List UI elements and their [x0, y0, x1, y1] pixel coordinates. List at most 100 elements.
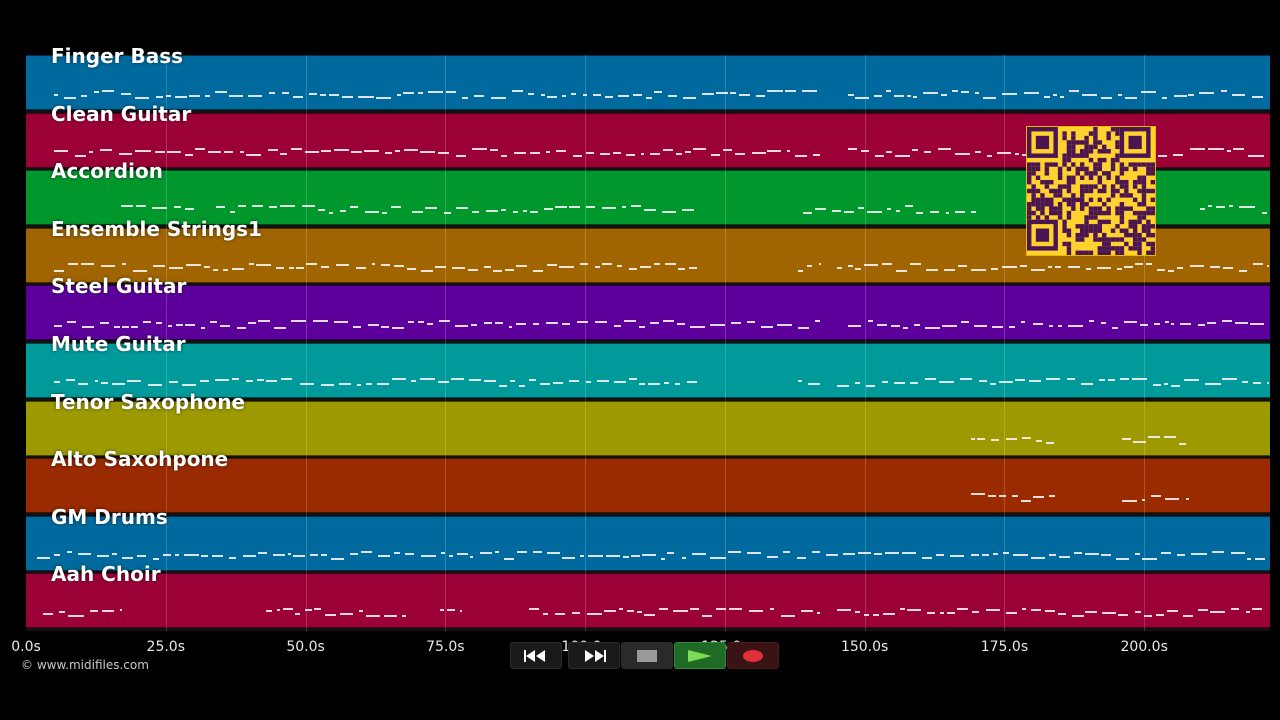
note	[101, 90, 115, 92]
note	[1001, 93, 1018, 95]
note	[970, 437, 975, 440]
note	[876, 324, 887, 327]
rewind-button[interactable]	[510, 642, 562, 669]
note	[121, 93, 132, 95]
note	[683, 97, 696, 99]
note	[266, 380, 277, 382]
note	[653, 91, 663, 93]
play-button[interactable]	[674, 642, 726, 669]
track-lane[interactable]	[26, 400, 1270, 456]
note	[959, 378, 973, 380]
note	[438, 320, 450, 323]
note	[321, 553, 327, 556]
note	[533, 550, 543, 553]
note	[991, 326, 1003, 329]
note	[848, 264, 853, 267]
note	[203, 265, 210, 268]
note	[970, 493, 986, 496]
note	[784, 90, 797, 92]
note	[561, 95, 566, 97]
note	[340, 613, 353, 616]
note	[649, 152, 660, 155]
note	[93, 91, 99, 93]
note	[1046, 378, 1061, 380]
note	[331, 557, 344, 560]
track-lane[interactable]	[26, 343, 1270, 398]
note	[168, 325, 173, 328]
note	[1189, 147, 1206, 150]
note	[662, 320, 675, 323]
note	[831, 210, 841, 213]
track-lane[interactable]	[26, 573, 1270, 629]
note	[245, 380, 254, 382]
note	[42, 613, 54, 616]
note	[586, 613, 602, 616]
note	[1032, 323, 1043, 326]
note	[266, 610, 272, 613]
note	[155, 150, 165, 153]
note	[97, 554, 109, 557]
note	[883, 613, 895, 616]
note	[1222, 320, 1232, 323]
note	[873, 95, 882, 97]
note	[111, 383, 125, 385]
note	[335, 263, 350, 266]
note	[1011, 495, 1018, 498]
track-lane[interactable]	[26, 458, 1270, 514]
track-lane[interactable]	[26, 515, 1270, 571]
note	[641, 553, 656, 556]
note	[546, 150, 550, 153]
note	[380, 263, 391, 266]
note	[333, 321, 349, 324]
note	[971, 268, 986, 271]
note	[836, 609, 852, 612]
note	[402, 92, 414, 94]
note	[446, 91, 457, 93]
note	[592, 94, 601, 96]
track-lane[interactable]	[26, 55, 1270, 110]
track-name: Clean Guitar	[51, 101, 192, 126]
note	[132, 269, 147, 272]
note	[1045, 610, 1055, 613]
note	[1165, 321, 1169, 324]
note	[1045, 441, 1055, 444]
note	[1220, 90, 1228, 92]
note	[1097, 266, 1111, 269]
track-lane[interactable]	[26, 285, 1270, 341]
note	[710, 324, 725, 327]
note	[895, 210, 900, 213]
note	[970, 553, 979, 556]
note	[1172, 153, 1184, 156]
note	[199, 380, 210, 382]
note	[349, 552, 358, 555]
note	[1116, 267, 1122, 270]
stop-button[interactable]	[621, 642, 673, 669]
note	[377, 383, 390, 385]
note	[637, 611, 642, 614]
note	[68, 262, 78, 265]
note	[1151, 495, 1161, 498]
note	[677, 323, 686, 326]
time-tick-label: 0.0s	[11, 639, 41, 655]
note	[1157, 268, 1165, 271]
note	[1022, 153, 1028, 156]
note	[1249, 323, 1264, 326]
note	[1101, 97, 1113, 99]
note	[1099, 379, 1105, 381]
time-tick-label: 150.0s	[840, 639, 889, 655]
note	[568, 380, 580, 382]
note	[645, 97, 652, 99]
note	[216, 206, 225, 209]
fast-forward-button[interactable]	[568, 642, 620, 669]
note	[681, 209, 695, 212]
note	[391, 206, 401, 209]
note	[855, 267, 862, 270]
note	[1115, 557, 1130, 560]
note	[614, 381, 626, 383]
note	[236, 327, 247, 330]
note	[340, 210, 347, 213]
record-button[interactable]	[727, 642, 779, 669]
note	[228, 556, 237, 559]
note	[886, 208, 892, 211]
note	[974, 92, 980, 94]
